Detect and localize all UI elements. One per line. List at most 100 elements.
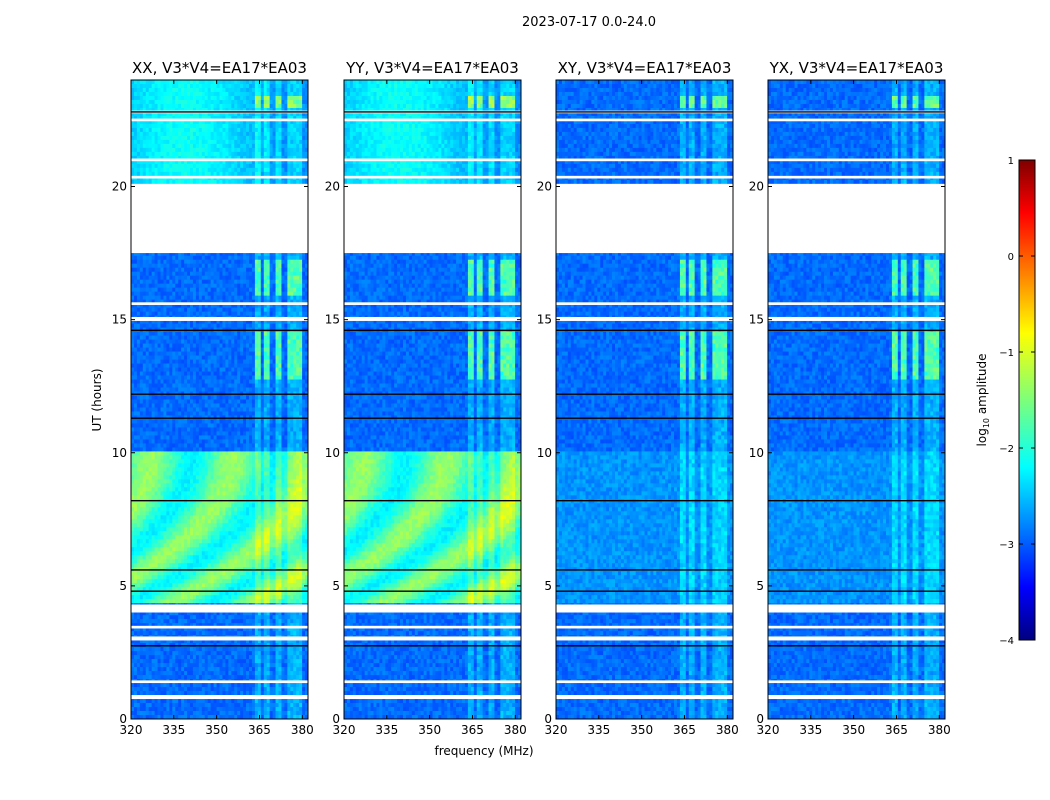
flagged-gap [768,636,945,640]
flagged-gap [344,159,521,162]
x-tick-label: 350 [418,723,441,737]
flagged-gap [768,626,945,629]
flagged-gap [131,119,308,122]
flagged-gap [131,184,308,253]
flagged-gap [131,317,308,321]
panel-title: XX, V3*V4=EA17*EA03 [132,59,307,77]
colorbar-label: log10 amplitude [975,354,991,447]
y-tick-label: 15 [112,313,127,327]
y-tick-label: 15 [325,313,340,327]
flagged-gap [344,302,521,305]
y-tick-label: 5 [756,579,764,593]
flagged-gap [131,636,308,640]
x-tick-label: 380 [291,723,314,737]
flagged-gap [344,176,521,179]
flagged-gap [344,695,521,699]
x-tick-label: 380 [716,723,739,737]
flagged-gap [344,119,521,122]
y-tick-label: 15 [537,313,552,327]
flagged-gap [556,680,733,683]
flagged-gap [556,176,733,179]
colorbar-tick-label: −2 [999,444,1014,455]
y-tick-label: 10 [749,446,764,460]
colorbar: −4−3−2−101 log10 amplitude [975,156,1035,647]
y-tick-label: 10 [112,446,127,460]
y-tick-label: 0 [544,712,552,726]
y-tick-label: 0 [756,712,764,726]
colorbar-tick-label: −4 [999,636,1014,647]
flagged-gap [556,184,733,253]
flagged-gap [556,605,733,613]
y-tick-label: 20 [112,180,127,194]
flagged-gap [768,317,945,321]
colorbar-tick-label: 0 [1008,252,1014,263]
panel-title: XY, V3*V4=EA17*EA03 [558,59,732,77]
flagged-gap [556,317,733,321]
flagged-gap [556,302,733,305]
x-tick-label: 365 [461,723,484,737]
flagged-gap [768,605,945,613]
y-tick-label: 5 [544,579,552,593]
x-tick-label: 365 [885,723,908,737]
flagged-gap [131,680,308,683]
flagged-gap [768,680,945,683]
y-tick-label: 10 [325,446,340,460]
x-tick-label: 350 [630,723,653,737]
y-tick-label: 5 [119,579,127,593]
flagged-gap [556,119,733,122]
flagged-gap [768,176,945,179]
flagged-gap [344,317,521,321]
flagged-gap [131,176,308,179]
x-tick-label: 380 [928,723,951,737]
flagged-gap [344,636,521,640]
flagged-gap [344,626,521,629]
flagged-gap [131,695,308,699]
figure-title: 2023-07-17 0.0-24.0 [522,15,656,30]
flagged-gap [344,605,521,613]
flagged-gap [768,695,945,699]
x-tick-label: 380 [504,723,527,737]
y-tick-label: 5 [332,579,340,593]
flagged-gap [131,302,308,305]
x-tick-label: 335 [162,723,185,737]
flagged-gap [344,680,521,683]
flagged-gap [556,636,733,640]
x-tick-label: 365 [673,723,696,737]
y-tick-label: 20 [325,180,340,194]
x-tick-label: 365 [248,723,271,737]
flagged-gap [556,626,733,629]
flagged-gap [131,159,308,162]
flagged-gap [768,184,945,253]
flagged-gap [768,159,945,162]
flagged-gap [768,302,945,305]
figure: 2023-07-17 0.0-24.0 XX, V3*V4=EA17*EA03 3… [0,0,1050,800]
y-tick-label: 20 [537,180,552,194]
y-tick-label: 0 [119,712,127,726]
x-tick-label: 335 [799,723,822,737]
colorbar-gradient [1019,160,1035,640]
flagged-gap [131,626,308,629]
panel-title: YX, V3*V4=EA17*EA03 [769,59,944,77]
x-tick-label: 335 [587,723,610,737]
colorbar-tick-label: −3 [999,540,1014,551]
x-tick-label: 335 [375,723,398,737]
y-tick-label: 15 [749,313,764,327]
colorbar-tick-label: 1 [1008,156,1014,167]
x-axis-label: frequency (MHz) [434,744,533,758]
y-tick-label: 20 [749,180,764,194]
flagged-gap [131,605,308,613]
y-tick-label: 0 [332,712,340,726]
y-tick-label: 10 [537,446,552,460]
flagged-gap [556,159,733,162]
y-axis-label: UT (hours) [90,368,104,431]
x-tick-label: 350 [842,723,865,737]
x-tick-label: 350 [205,723,228,737]
panel-title: YY, V3*V4=EA17*EA03 [345,59,519,77]
flagged-gap [344,184,521,253]
flagged-gap [768,119,945,122]
